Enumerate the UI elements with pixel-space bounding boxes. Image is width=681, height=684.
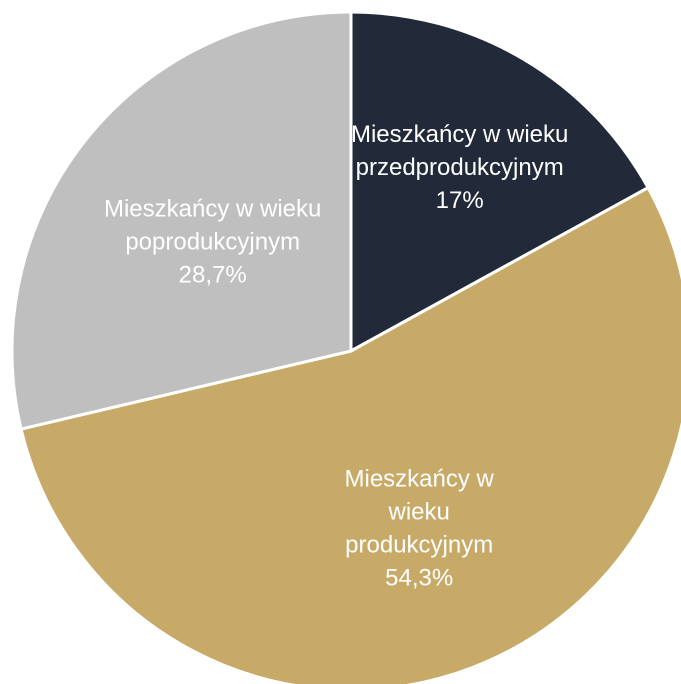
pie-slice-label-line: Mieszkańcy w: [345, 466, 495, 493]
pie-slice-label-line: produkcyjnym: [345, 532, 493, 559]
pie-slice-label-line: 28,7%: [179, 262, 247, 289]
pie-slice-label: Mieszkańcy w wieku przedprodukcyjnym 17%: [351, 121, 568, 214]
pie-slice: [10, 10, 353, 431]
pie-slice-label-line: przedprodukcyjnym: [356, 154, 564, 181]
pie-slice-label-line: Mieszkańcy w wieku: [104, 196, 321, 223]
pie-slice-label-line: poprodukcyjnym: [125, 229, 300, 256]
pie-slice-label: Mieszkańcy w wieku produkcyjnym 54,3%: [345, 466, 495, 592]
pie-slice-label-line: 54,3%: [385, 565, 453, 592]
pie-slice: [19, 186, 681, 684]
pie-slice-label-line: 17%: [436, 187, 484, 214]
pie-slice-label-line: Mieszkańcy w wieku: [351, 121, 568, 148]
pie-labels: Mieszkańcy w wieku przedprodukcyjnym 17%Mi…: [104, 121, 568, 592]
pie-slices: [10, 10, 681, 684]
pie-slice-label: Mieszkańcy w wieku poprodukcyjnym 28,7%: [104, 196, 321, 289]
pie-slice: [349, 10, 650, 353]
pie-slice-label-line: wieku: [388, 499, 450, 526]
